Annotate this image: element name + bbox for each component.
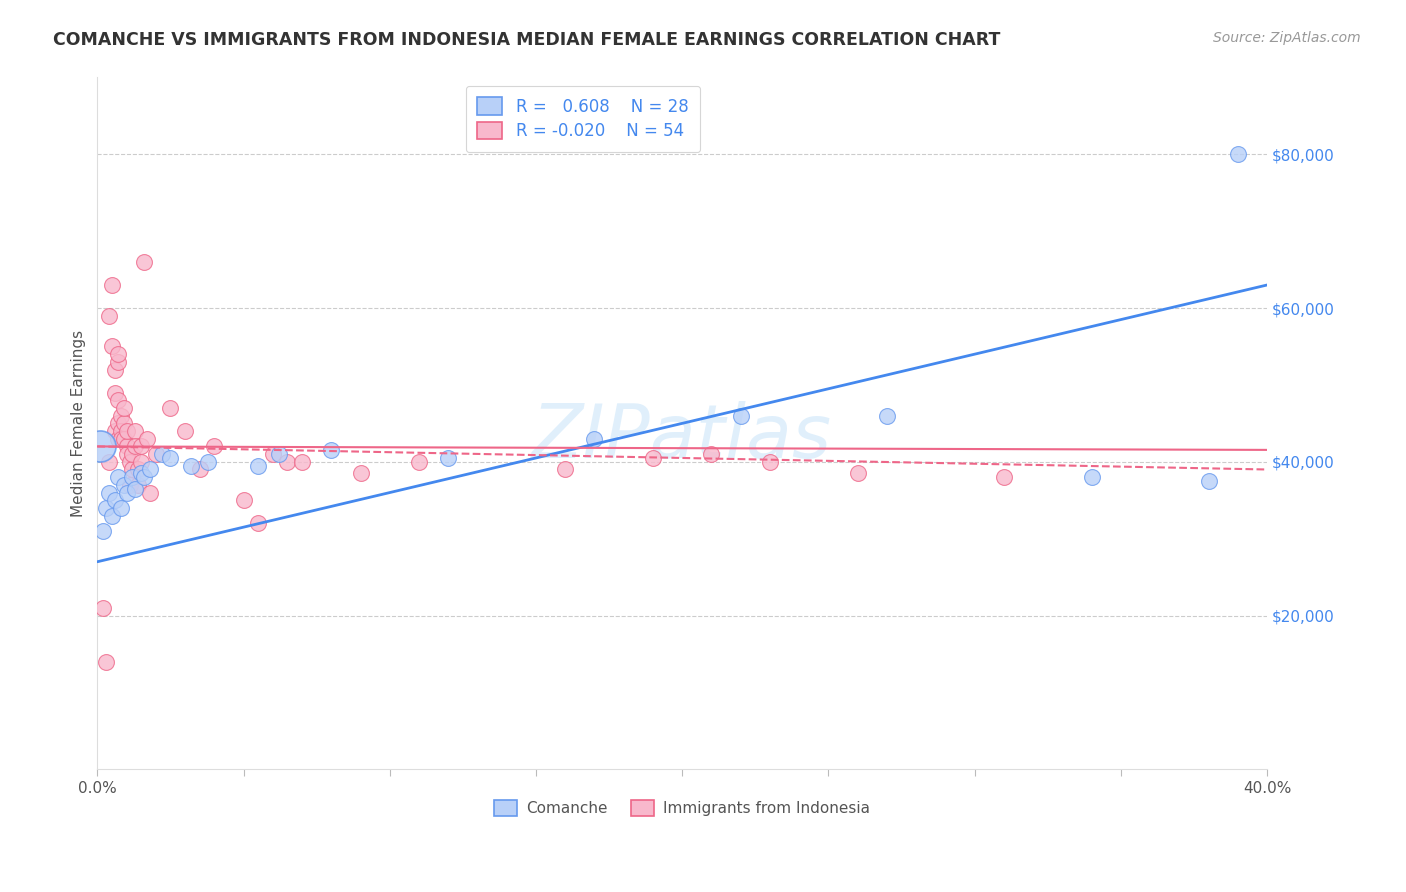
- Point: [121, 447, 143, 461]
- Point: [150, 447, 173, 461]
- Point: [247, 458, 270, 473]
- Point: [1080, 470, 1102, 484]
- Point: [129, 439, 152, 453]
- Point: [112, 401, 135, 415]
- Point: [1226, 147, 1249, 161]
- Point: [876, 409, 898, 423]
- Text: ZIPatlas: ZIPatlas: [531, 401, 832, 474]
- Point: [101, 508, 124, 523]
- Point: [134, 470, 156, 484]
- Point: [91, 600, 114, 615]
- Point: [349, 467, 371, 481]
- Point: [276, 455, 298, 469]
- Point: [110, 432, 132, 446]
- Y-axis label: Median Female Earnings: Median Female Earnings: [72, 330, 86, 517]
- Point: [91, 524, 114, 538]
- Point: [554, 462, 576, 476]
- Point: [115, 424, 138, 438]
- Point: [202, 439, 225, 453]
- Point: [437, 450, 460, 465]
- Point: [136, 432, 159, 446]
- Point: [110, 500, 132, 515]
- Point: [700, 447, 723, 461]
- Point: [159, 450, 181, 465]
- Point: [115, 439, 138, 453]
- Point: [993, 470, 1015, 484]
- Point: [94, 655, 117, 669]
- Point: [107, 393, 129, 408]
- Point: [127, 478, 149, 492]
- Text: COMANCHE VS IMMIGRANTS FROM INDONESIA MEDIAN FEMALE EARNINGS CORRELATION CHART: COMANCHE VS IMMIGRANTS FROM INDONESIA ME…: [53, 31, 1001, 49]
- Point: [107, 470, 129, 484]
- Point: [107, 432, 129, 446]
- Point: [112, 432, 135, 446]
- Point: [104, 362, 127, 376]
- Point: [107, 355, 129, 369]
- Point: [180, 458, 202, 473]
- Point: [188, 462, 211, 476]
- Legend: Comanche, Immigrants from Indonesia: Comanche, Immigrants from Indonesia: [486, 793, 877, 824]
- Point: [121, 470, 143, 484]
- Point: [104, 385, 127, 400]
- Point: [118, 455, 141, 469]
- Point: [134, 255, 156, 269]
- Point: [139, 485, 162, 500]
- Point: [89, 439, 111, 453]
- Point: [197, 455, 219, 469]
- Point: [98, 485, 121, 500]
- Point: [94, 500, 117, 515]
- Point: [262, 447, 284, 461]
- Text: Source: ZipAtlas.com: Source: ZipAtlas.com: [1213, 31, 1361, 45]
- Point: [267, 447, 290, 461]
- Point: [115, 447, 138, 461]
- Point: [110, 424, 132, 438]
- Point: [129, 455, 152, 469]
- Point: [107, 417, 129, 431]
- Point: [98, 309, 121, 323]
- Point: [124, 439, 146, 453]
- Point: [139, 462, 162, 476]
- Point: [232, 493, 254, 508]
- Point: [121, 462, 143, 476]
- Point: [159, 401, 181, 415]
- Point: [759, 455, 782, 469]
- Point: [129, 467, 152, 481]
- Point: [115, 485, 138, 500]
- Point: [730, 409, 752, 423]
- Point: [104, 424, 127, 438]
- Point: [127, 462, 149, 476]
- Point: [112, 417, 135, 431]
- Point: [145, 447, 167, 461]
- Point: [118, 478, 141, 492]
- Point: [104, 493, 127, 508]
- Point: [641, 450, 664, 465]
- Point: [101, 278, 124, 293]
- Point: [321, 443, 343, 458]
- Point: [247, 516, 270, 531]
- Point: [107, 347, 129, 361]
- Point: [174, 424, 197, 438]
- Point: [583, 432, 606, 446]
- Point: [101, 339, 124, 353]
- Point: [112, 478, 135, 492]
- Point: [846, 467, 869, 481]
- Point: [291, 455, 314, 469]
- Point: [110, 409, 132, 423]
- Point: [124, 424, 146, 438]
- Point: [124, 482, 146, 496]
- Point: [408, 455, 430, 469]
- Point: [98, 455, 121, 469]
- Point: [1198, 474, 1220, 488]
